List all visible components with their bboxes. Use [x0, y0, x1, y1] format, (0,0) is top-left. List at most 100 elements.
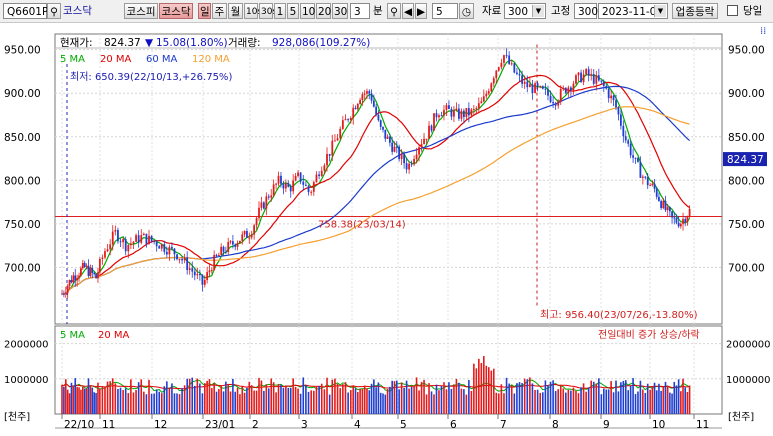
candle-body [686, 216, 689, 223]
candle-body [523, 81, 526, 84]
candle-body [505, 55, 508, 57]
candle-body [559, 89, 562, 102]
volume-bar [570, 390, 572, 414]
volume-bar [554, 391, 557, 414]
volume-bar [218, 389, 220, 414]
volume-bar [61, 384, 63, 414]
candle-body [671, 211, 673, 218]
period-10s[interactable]: 10s [244, 3, 262, 19]
today-checkbox[interactable] [727, 5, 738, 16]
panel-menu-icon: ⁞⁞ [760, 26, 766, 37]
volume-bar [478, 358, 480, 414]
volume-bar [651, 385, 654, 414]
period-30[interactable]: 30 [332, 3, 348, 19]
date-select[interactable]: 2023-11-07 ▼ [598, 3, 668, 19]
volume-bar [111, 378, 114, 414]
volume-bar [287, 387, 290, 414]
data-select[interactable]: 300 ▼ [504, 3, 546, 19]
volume-bar [145, 394, 148, 414]
volume-bar [366, 388, 368, 414]
candle-body [547, 89, 549, 96]
volume-bar [349, 390, 352, 414]
period-1[interactable]: 1 [274, 3, 286, 19]
candle-body [388, 136, 391, 143]
candle-body [590, 74, 593, 76]
price-chart[interactable]: 700.00 700.00 750.00 750.00 800.00 800.00 850.… [0, 22, 773, 436]
volume-bar [590, 380, 593, 414]
candle-body [289, 186, 292, 192]
volume-bar [250, 385, 253, 414]
candle-body [193, 271, 196, 276]
volume-bar [275, 392, 277, 414]
volume-bar [398, 389, 400, 414]
low-annotation: 최저: 650.39(22/10/13,+26.75%) [70, 71, 232, 83]
volume-bar [547, 385, 549, 414]
register-button[interactable]: 업종등락 [672, 3, 718, 19]
zoom-icon[interactable]: ⚲ [387, 3, 401, 19]
volume-bar [395, 380, 398, 414]
price-tick-right: 800.00 [728, 175, 765, 187]
candle-body [191, 268, 194, 272]
candle-body [114, 229, 117, 232]
clock-icon[interactable]: ◷ [459, 3, 474, 19]
volume-bar [302, 377, 305, 414]
kospi-button[interactable]: 코스피 [124, 3, 158, 19]
volume-bar [127, 393, 130, 414]
candle-body [280, 175, 282, 184]
market-link[interactable]: 코스닥 [63, 5, 92, 17]
fixed-input[interactable]: 300 [574, 3, 598, 19]
stock-code-input[interactable]: Q6601P [3, 3, 48, 19]
period-10[interactable]: 10 [300, 3, 315, 19]
candle-body [297, 172, 299, 177]
candle-body [253, 225, 256, 235]
candle-body [344, 119, 347, 121]
volume-bar [222, 391, 225, 414]
candle-body [395, 146, 398, 148]
volume-bar [80, 389, 82, 414]
tab-month[interactable]: 월 [228, 3, 243, 19]
kosdaq-button[interactable]: 코스닥 [159, 3, 193, 19]
candle-body [531, 84, 534, 93]
candle-body [582, 74, 585, 83]
tab-hour[interactable]: 일 [198, 3, 211, 19]
period-20[interactable]: 20 [316, 3, 331, 19]
candle-body [260, 202, 263, 208]
minute-input[interactable]: 3 [350, 3, 370, 19]
prev-icon[interactable]: ◀ [402, 3, 414, 19]
candle-body [198, 274, 201, 276]
candle-body [368, 91, 371, 94]
period-5[interactable]: 5 [287, 3, 299, 19]
candle-body [277, 175, 280, 184]
volume-bar [483, 356, 485, 414]
candle-body [658, 196, 660, 201]
candle-body [495, 70, 498, 79]
next-icon[interactable]: ▶ [415, 3, 427, 19]
volume-bar [600, 394, 603, 414]
candle-body [224, 251, 227, 253]
candle-body [203, 279, 206, 285]
step-input[interactable]: 5 [432, 3, 458, 19]
period-30s[interactable]: 30s [259, 3, 277, 19]
volume-bar [460, 388, 463, 414]
candle-body [391, 142, 394, 152]
candle-body [171, 246, 173, 249]
volume-bar [143, 391, 145, 414]
volume-bar [211, 388, 213, 414]
volume-bar [122, 389, 124, 414]
x-label: 10 [652, 419, 665, 431]
volume-bar [354, 388, 357, 414]
candle-body [243, 231, 246, 235]
volume-bar [455, 378, 458, 414]
volume-bar [518, 382, 521, 414]
volume-bar [598, 378, 600, 414]
candle-body [95, 274, 97, 279]
volume-bar [72, 386, 75, 414]
candle-body [610, 95, 613, 99]
volume-bar [220, 385, 222, 414]
candle-body [326, 153, 328, 166]
candle-body [575, 75, 577, 84]
tab-week[interactable]: 주 [212, 3, 227, 19]
volume-bar [675, 385, 678, 414]
candle-body [655, 188, 658, 197]
search-icon[interactable]: ⚲ [47, 3, 61, 19]
